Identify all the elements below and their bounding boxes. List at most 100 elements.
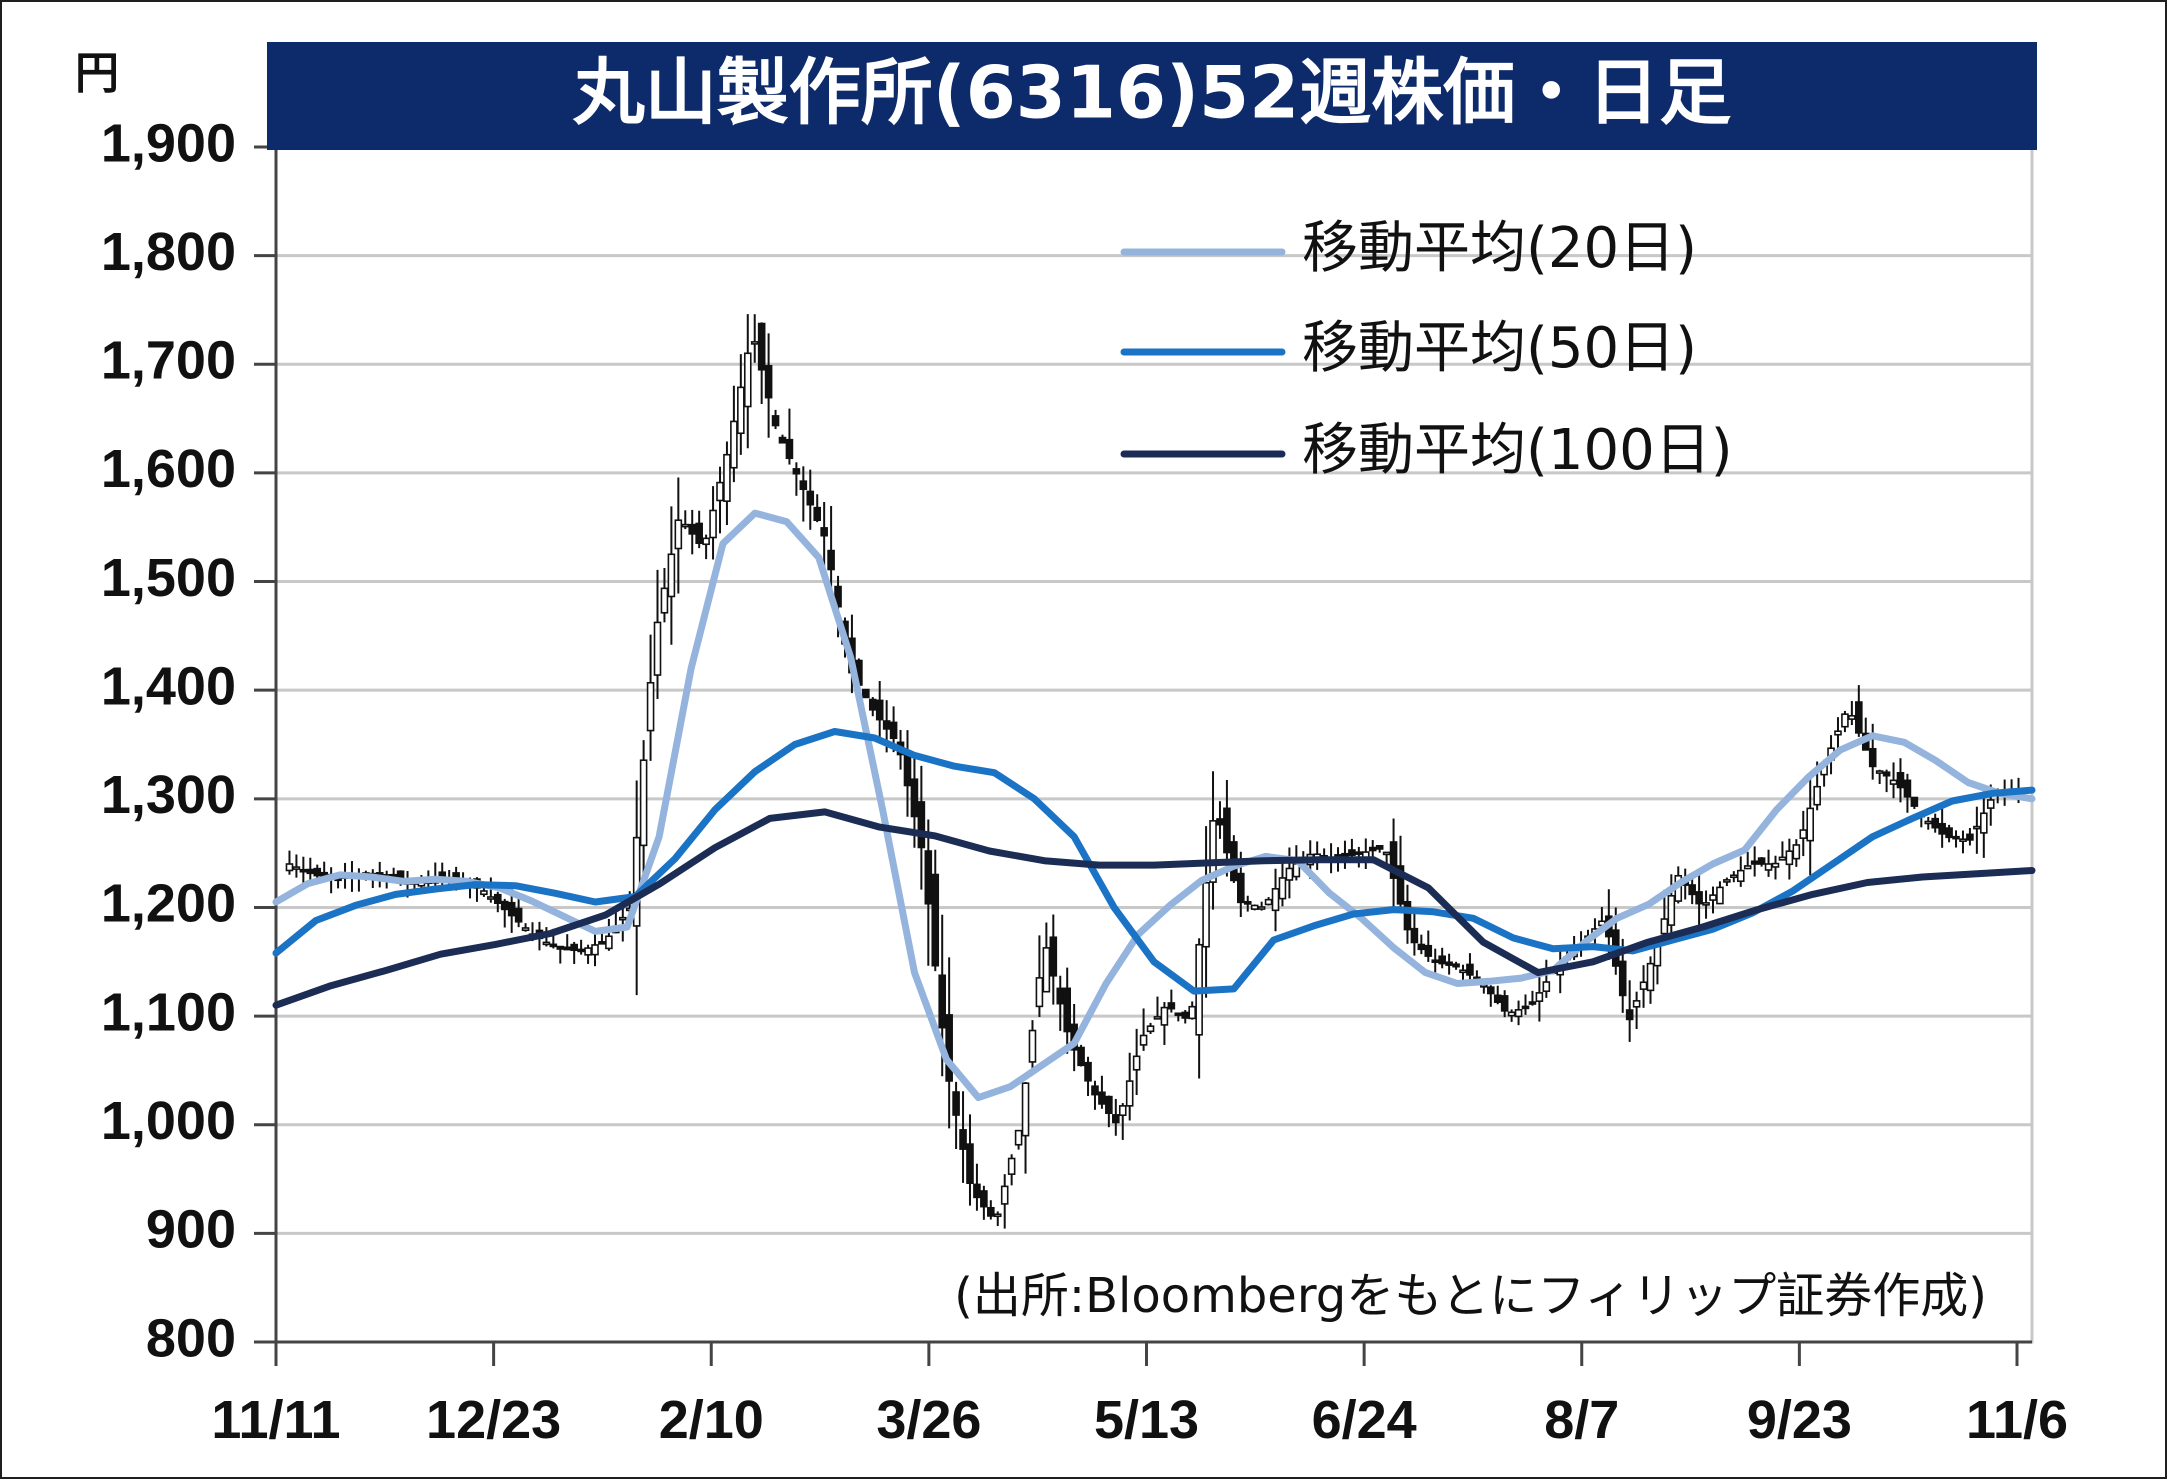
candle-body [306, 868, 315, 875]
candle-body [285, 863, 294, 872]
y-tick-label: 1,700 [101, 331, 236, 391]
candle-body [1695, 891, 1703, 905]
candle-body [1091, 1085, 1099, 1096]
candle-body [1986, 799, 1995, 809]
candle-body [1834, 730, 1842, 736]
candle-body [1000, 1185, 1009, 1205]
legend-label-ma50: 移動平均(50日) [1302, 316, 1697, 381]
candle-body [1750, 860, 1759, 865]
legend-label-ma20: 移動平均(20日) [1302, 216, 1697, 281]
candle-body [813, 506, 822, 522]
candle-body [1980, 812, 1988, 834]
candle-body [973, 1183, 981, 1199]
moving-average-layer [272, 509, 2036, 1102]
candle-body [1660, 918, 1669, 935]
candle-body [1125, 1080, 1134, 1107]
candle-body [1014, 1129, 1023, 1146]
candle-body [806, 490, 815, 506]
candle-body [1410, 927, 1419, 944]
candle-body [764, 364, 773, 399]
candle-body [959, 1129, 967, 1150]
candle-body [681, 523, 690, 528]
candle-body [1021, 1082, 1030, 1137]
candle-body [1431, 959, 1440, 964]
candle-body [1028, 1029, 1037, 1063]
candle-body [1945, 827, 1953, 839]
candle-body [1049, 936, 1058, 977]
candle-body [667, 553, 676, 598]
candle-body [882, 720, 891, 730]
candle-body [1507, 1011, 1516, 1017]
candle-body [1757, 857, 1766, 865]
candle-body [1153, 1016, 1162, 1020]
candle-body [1743, 865, 1752, 870]
candle-body [1132, 1055, 1141, 1071]
candle-body [1500, 995, 1509, 1012]
candle-body [1632, 1000, 1641, 1008]
candle-body [1771, 862, 1780, 868]
y-tick-label: 1,200 [101, 874, 236, 934]
candle-body [639, 759, 648, 847]
candle-body [1855, 701, 1863, 734]
candle-body [993, 1213, 1002, 1218]
candle-body [1813, 785, 1821, 806]
candle-body [584, 947, 592, 956]
candle-body [1639, 981, 1648, 990]
candle-body [917, 801, 926, 849]
candle-body [1952, 835, 1960, 840]
candle-body [1688, 884, 1696, 896]
candle-body [1896, 772, 1905, 789]
candle-body [1389, 841, 1398, 879]
y-tick-label: 1,800 [101, 222, 236, 282]
candle-body [1035, 977, 1044, 1008]
candle-body [938, 974, 947, 1029]
candle-body [646, 681, 655, 732]
candle-body [1278, 877, 1287, 900]
candle-body [1973, 825, 1981, 830]
candle-body [910, 778, 919, 818]
candle-body [1785, 850, 1794, 866]
candle-body [549, 943, 558, 948]
x-tick-label: 2/10 [659, 1390, 764, 1450]
title-banner-background [267, 42, 2037, 150]
candle-body [987, 1206, 995, 1217]
candle-body [1188, 1005, 1196, 1020]
grid-layer [276, 254, 2032, 1235]
candle-body [1285, 867, 1294, 881]
candle-body [931, 873, 940, 967]
candle-body [1452, 963, 1460, 968]
y-tick-label: 1,100 [101, 982, 236, 1042]
candle-body [1417, 943, 1426, 951]
candle-body [1931, 817, 1939, 829]
candle-body [1903, 779, 1912, 798]
candle-body [1778, 856, 1787, 861]
candle-body [480, 890, 488, 896]
candle-body [1514, 1009, 1523, 1018]
candle-body [1146, 1025, 1155, 1033]
y-axis-unit: 円 [75, 48, 119, 99]
candle-body [1424, 944, 1433, 957]
candle-body [299, 868, 308, 873]
candle-body [945, 1014, 953, 1082]
candle-body [1959, 838, 1967, 842]
candle-body [292, 866, 301, 870]
candle-body [1438, 955, 1446, 965]
candle-body [598, 941, 606, 945]
candle-body [1841, 713, 1849, 728]
candle-body [903, 753, 912, 787]
candle-body [875, 699, 884, 721]
candle-body [1625, 1009, 1634, 1021]
y-tick-label: 1,500 [101, 548, 236, 608]
y-tick-label: 1,900 [101, 113, 236, 173]
candle-body [1924, 820, 1933, 825]
candle-body [966, 1143, 974, 1184]
candle-body [952, 1091, 960, 1116]
candle-body [1966, 833, 1974, 841]
chart-title: 丸山製作所(6316)52週株価・日足 [572, 51, 1731, 135]
candle-body [1806, 807, 1815, 842]
y-tick-label: 1,600 [101, 439, 236, 499]
y-tick-label: 1,000 [101, 1091, 236, 1151]
candle-body [1403, 900, 1412, 931]
candle-body [1535, 992, 1544, 1002]
candle-body [1375, 845, 1384, 850]
